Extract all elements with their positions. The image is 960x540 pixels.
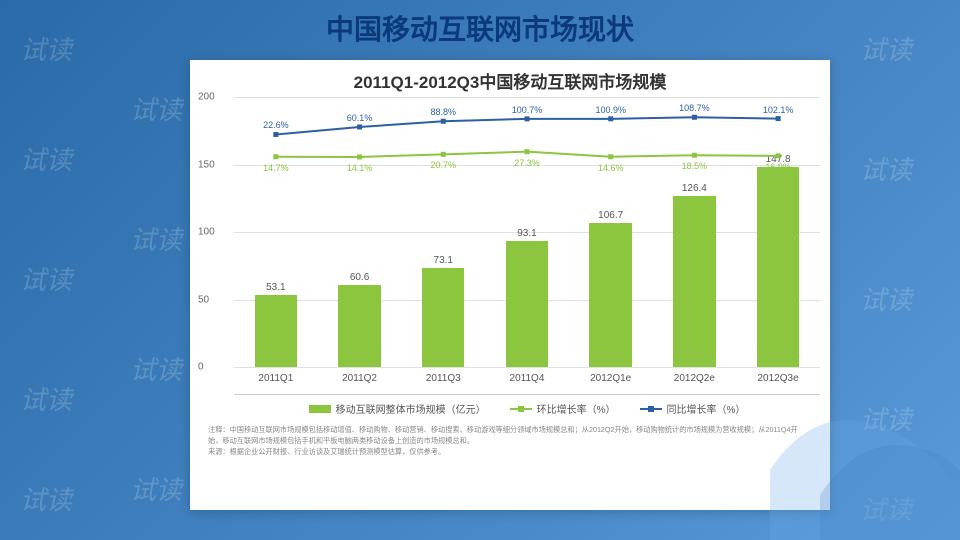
yoy-value-label: 14.1%	[347, 163, 373, 173]
yoy-value-label: 20.7%	[431, 160, 457, 170]
footnote-1: 注释：中国移动互联网市场规模包括移动增值、移动购物、移动营销、移动搜索、移动游戏…	[208, 424, 812, 446]
footnotes: 注释：中国移动互联网市场规模包括移动增值、移动购物、移动营销、移动搜索、移动游戏…	[208, 424, 812, 457]
x-tick-label: 2012Q2e	[658, 373, 731, 384]
line-series	[234, 97, 820, 367]
y-tick-label: 150	[198, 159, 215, 170]
corner-decoration	[740, 370, 960, 540]
footnote-2: 来源：根据企业公开财报、行业访谈及艾瑞统计预测模型估算，仅供参考。	[208, 446, 812, 457]
legend-bar-swatch	[309, 405, 331, 413]
yoy-value-label: 18.5%	[682, 161, 708, 171]
watermark: 试读	[20, 380, 72, 417]
x-tick-label: 2011Q4	[490, 373, 563, 384]
qoq-value-label: 102.1%	[763, 105, 794, 115]
qoq-value-label: 108.7%	[679, 103, 710, 113]
watermark: 试读	[130, 350, 182, 387]
qoq-value-label: 60.1%	[347, 113, 373, 123]
legend-bar: 移动互联网整体市场规模（亿元）	[309, 401, 486, 416]
plot: 53.160.673.193.1106.7126.4147.8 22.6%60.…	[234, 97, 820, 367]
legend-yoy-swatch	[510, 408, 532, 410]
watermark: 试读	[20, 140, 72, 177]
legend-qoq-swatch	[640, 408, 662, 410]
qoq-value-label: 22.6%	[263, 120, 289, 130]
gridline	[234, 367, 820, 368]
qoq-value-label: 100.7%	[512, 105, 543, 115]
watermark: 试读	[20, 260, 72, 297]
slide-title: 中国移动互联网市场现状	[0, 8, 960, 48]
legend-qoq: 同比增长率（%）	[640, 401, 746, 416]
chart-title: 2011Q1-2012Q3中国移动互联网市场规模	[190, 68, 830, 93]
x-tick-label: 2011Q1	[239, 373, 312, 384]
plot-area: 050100150200 53.160.673.193.1106.7126.41…	[234, 97, 820, 367]
y-tick-label: 0	[198, 362, 204, 373]
chart-panel: 2011Q1-2012Q3中国移动互联网市场规模 050100150200 53…	[190, 60, 830, 510]
qoq-value-label: 100.9%	[595, 105, 626, 115]
slide-root: 试读试读试读试读试读试读试读试读试读试读试读试读试读试读 中国移动互联网市场现状…	[0, 0, 960, 540]
legend-qoq-label: 同比增长率（%）	[667, 401, 746, 416]
x-tick-label: 2011Q3	[407, 373, 480, 384]
watermark: 试读	[130, 90, 182, 127]
qoq-value-label: 88.8%	[431, 107, 457, 117]
watermark: 试读	[860, 150, 912, 187]
x-axis-labels: 2011Q12011Q22011Q32011Q42012Q1e2012Q2e20…	[234, 373, 820, 384]
y-tick-label: 50	[198, 294, 209, 305]
watermark: 试读	[20, 480, 72, 517]
y-tick-label: 100	[198, 227, 215, 238]
legend-bar-label: 移动互联网整体市场规模（亿元）	[336, 401, 486, 416]
y-tick-label: 200	[198, 92, 215, 103]
legend: 移动互联网整体市场规模（亿元） 环比增长率（%） 同比增长率（%）	[234, 394, 820, 416]
yoy-value-label: 16.9%	[765, 162, 791, 172]
yoy-value-label: 14.6%	[598, 163, 624, 173]
watermark: 试读	[860, 280, 912, 317]
legend-yoy-label: 环比增长率（%）	[537, 401, 616, 416]
watermark: 试读	[130, 220, 182, 257]
x-tick-label: 2011Q2	[323, 373, 396, 384]
watermark: 试读	[130, 470, 182, 507]
x-tick-label: 2012Q1e	[574, 373, 647, 384]
yoy-value-label: 14.7%	[263, 163, 289, 173]
legend-yoy: 环比增长率（%）	[510, 401, 616, 416]
yoy-value-label: 27.3%	[514, 158, 540, 168]
